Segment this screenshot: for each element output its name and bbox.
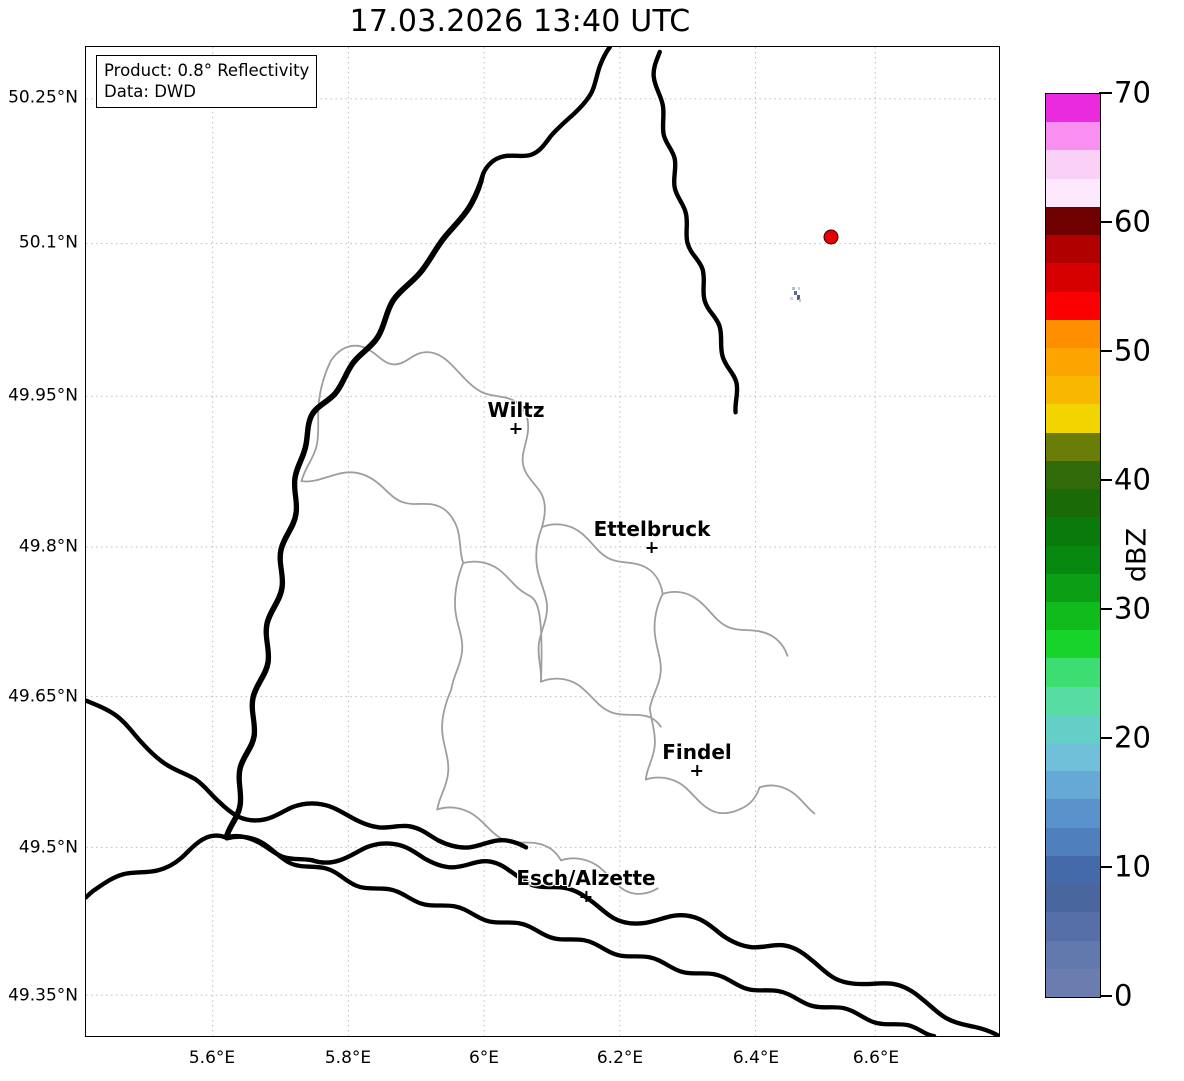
y-tick-label: 49.35°N [8, 985, 78, 1006]
radar-echo-cell [792, 287, 795, 290]
radar-map-panel[interactable]: Product: 0.8° Reflectivity Data: DWD Wil… [85, 46, 1000, 1037]
page-title: 17.03.2026 13:40 UTC [349, 4, 691, 39]
colorbar-band [1046, 912, 1100, 941]
colorbar-tick-label: 70 [1114, 75, 1151, 110]
x-tick-label: 5.8°E [324, 1048, 372, 1068]
x-tick-label: 5.6°E [188, 1048, 236, 1068]
x-tick-label: 6.2°E [596, 1048, 644, 1068]
y-tick-label: 50.1°N [18, 232, 78, 253]
colorbar-band [1046, 263, 1100, 292]
canton-boundaries [300, 344, 816, 895]
colorbar-band [1046, 884, 1100, 913]
colorbar-band [1046, 827, 1100, 856]
colorbar-tick [1099, 737, 1112, 739]
colorbar-tick-label: 30 [1114, 591, 1151, 626]
colorbar-band [1046, 743, 1100, 772]
colorbar-band [1046, 940, 1100, 969]
colorbar-band [1046, 178, 1100, 207]
colorbar-band [1046, 489, 1100, 518]
grid-lines [86, 47, 999, 1036]
colorbar-band [1046, 573, 1100, 602]
colorbar-tick-label: 40 [1114, 462, 1151, 497]
info-product-line: Product: 0.8° Reflectivity [104, 61, 310, 80]
colorbar-tick-label: 50 [1114, 333, 1151, 368]
colorbar-tick-label: 20 [1114, 720, 1151, 755]
colorbar-band [1046, 968, 1100, 997]
colorbar-band [1046, 460, 1100, 490]
y-tick-label: 49.95°N [8, 385, 78, 406]
radar-echo-cell [794, 291, 797, 295]
colorbar-band [1046, 771, 1100, 800]
colorbar-band [1046, 206, 1100, 236]
radar-echo-cell [799, 299, 801, 302]
colorbar-band [1046, 404, 1100, 433]
info-box: Product: 0.8° Reflectivity Data: DWD [96, 55, 318, 108]
colorbar-band [1046, 122, 1100, 151]
radar-echo-cell [790, 297, 793, 300]
colorbar-band [1046, 235, 1100, 264]
colorbar[interactable] [1045, 93, 1101, 998]
colorbar-axis-label: dBZ [1121, 527, 1153, 583]
colorbar-band [1046, 376, 1100, 405]
map-geometry [86, 47, 999, 1036]
colorbar-tick [1099, 221, 1112, 223]
radar-echo-cell [798, 287, 800, 290]
colorbar-band [1046, 517, 1100, 546]
colorbar-band [1046, 630, 1100, 659]
colorbar-band [1046, 799, 1100, 828]
colorbar-band [1046, 601, 1100, 631]
y-tick-label: 49.65°N [8, 686, 78, 707]
y-tick-label: 49.5°N [18, 837, 78, 858]
info-data-line: Data: DWD [104, 82, 196, 101]
radar-station-marker[interactable] [823, 229, 839, 245]
colorbar-band [1046, 714, 1100, 744]
colorbar-tick-label: 60 [1114, 204, 1151, 239]
colorbar-band [1046, 291, 1100, 320]
x-tick-label: 6.6°E [852, 1048, 900, 1068]
colorbar-bands [1046, 94, 1100, 997]
colorbar-band [1046, 658, 1100, 687]
colorbar-band [1046, 347, 1100, 377]
colorbar-band [1046, 94, 1100, 123]
country-borders [86, 47, 999, 1036]
colorbar-tick-label: 10 [1114, 849, 1151, 884]
colorbar-band [1046, 432, 1100, 461]
colorbar-tick [1099, 350, 1112, 352]
colorbar-tick-label: 0 [1114, 978, 1133, 1013]
colorbar-band [1046, 150, 1100, 179]
colorbar-band [1046, 319, 1100, 348]
colorbar-tick [1099, 995, 1112, 997]
radar-echo-cell [797, 295, 800, 300]
colorbar-tick [1099, 866, 1112, 868]
colorbar-tick [1099, 92, 1112, 94]
colorbar-band [1046, 545, 1100, 574]
y-tick-label: 50.25°N [8, 87, 78, 108]
colorbar-band [1046, 855, 1100, 885]
x-tick-label: 6°E [468, 1048, 500, 1068]
colorbar-band [1046, 686, 1100, 715]
colorbar-tick [1099, 479, 1112, 481]
luxembourg-border [224, 171, 937, 1036]
x-tick-label: 6.4°E [732, 1048, 780, 1068]
colorbar-tick [1099, 608, 1112, 610]
y-tick-label: 49.8°N [18, 536, 78, 557]
